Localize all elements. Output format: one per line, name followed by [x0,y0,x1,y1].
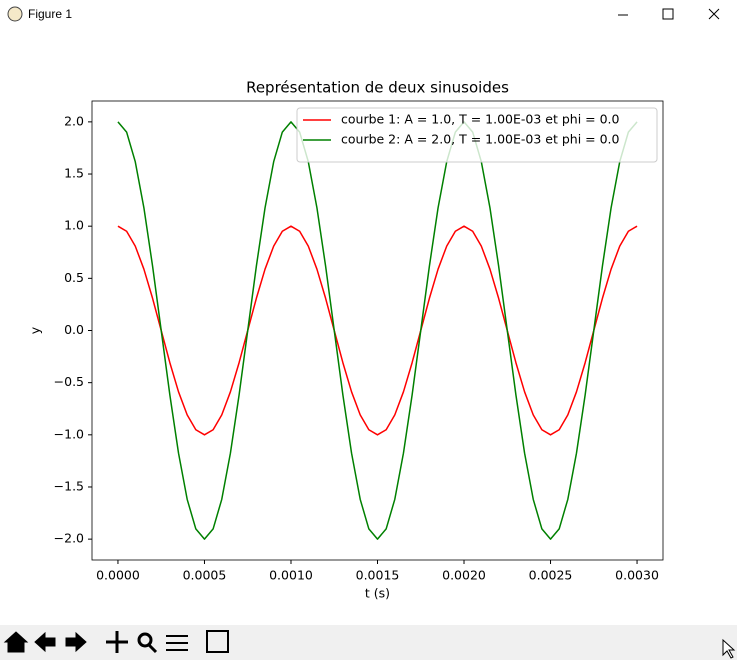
subplots-button[interactable] [166,635,188,651]
app-icon [7,6,23,22]
legend-label: courbe 1: A = 1.0, T = 1.00E-03 et phi =… [341,112,620,127]
legend-label: courbe 2: A = 2.0, T = 1.00E-03 et phi =… [341,132,620,147]
legend-box [296,107,658,163]
axes-frame [91,100,664,561]
x-tick-label: 0.0025 [529,568,573,583]
y-tick-label: −2.0 [54,531,84,546]
back-button[interactable] [34,631,56,653]
maximize-button[interactable] [662,8,674,20]
plot: Représentation de deux sinusoides 0.0000 0… [28,79,664,601]
y-tick-label: 0.0 [64,322,84,337]
y-axis-label: y [28,326,43,334]
pan-button[interactable] [106,631,128,653]
x-tick-label: 0.0010 [269,568,313,583]
y-tick-label: −0.5 [54,374,84,389]
zoom-button[interactable] [137,632,158,654]
x-tick-label: 0.0030 [615,568,659,583]
y-tick-label: 2.0 [64,113,84,128]
forward-button[interactable] [65,631,87,653]
x-axis-label: t (s) [365,586,390,601]
series-line [117,225,638,436]
x-tick-label: 0.0005 [183,568,227,583]
legend: courbe 1: A = 1.0, T = 1.00E-03 et phi =… [296,107,658,163]
toolbar-buttons [3,630,229,654]
y-tick-label: 0.5 [64,270,84,285]
x-tick-label: 0.0020 [442,568,486,583]
x-tick-label: 0.0015 [356,568,400,583]
y-tick-label: 1.5 [64,166,84,181]
y-tick-label: −1.5 [54,478,84,493]
series-line [117,121,638,540]
y-tick-label: −1.0 [54,426,84,441]
chart-title: Représentation de deux sinusoides [246,79,509,97]
y-tick-label: 1.0 [64,218,84,233]
window-title: Figure 1 [28,7,72,21]
x-tick-label: 0.0000 [96,568,140,583]
home-button[interactable] [3,631,29,653]
close-button[interactable] [708,8,720,20]
save-button[interactable] [206,630,229,653]
cursor [722,638,736,659]
